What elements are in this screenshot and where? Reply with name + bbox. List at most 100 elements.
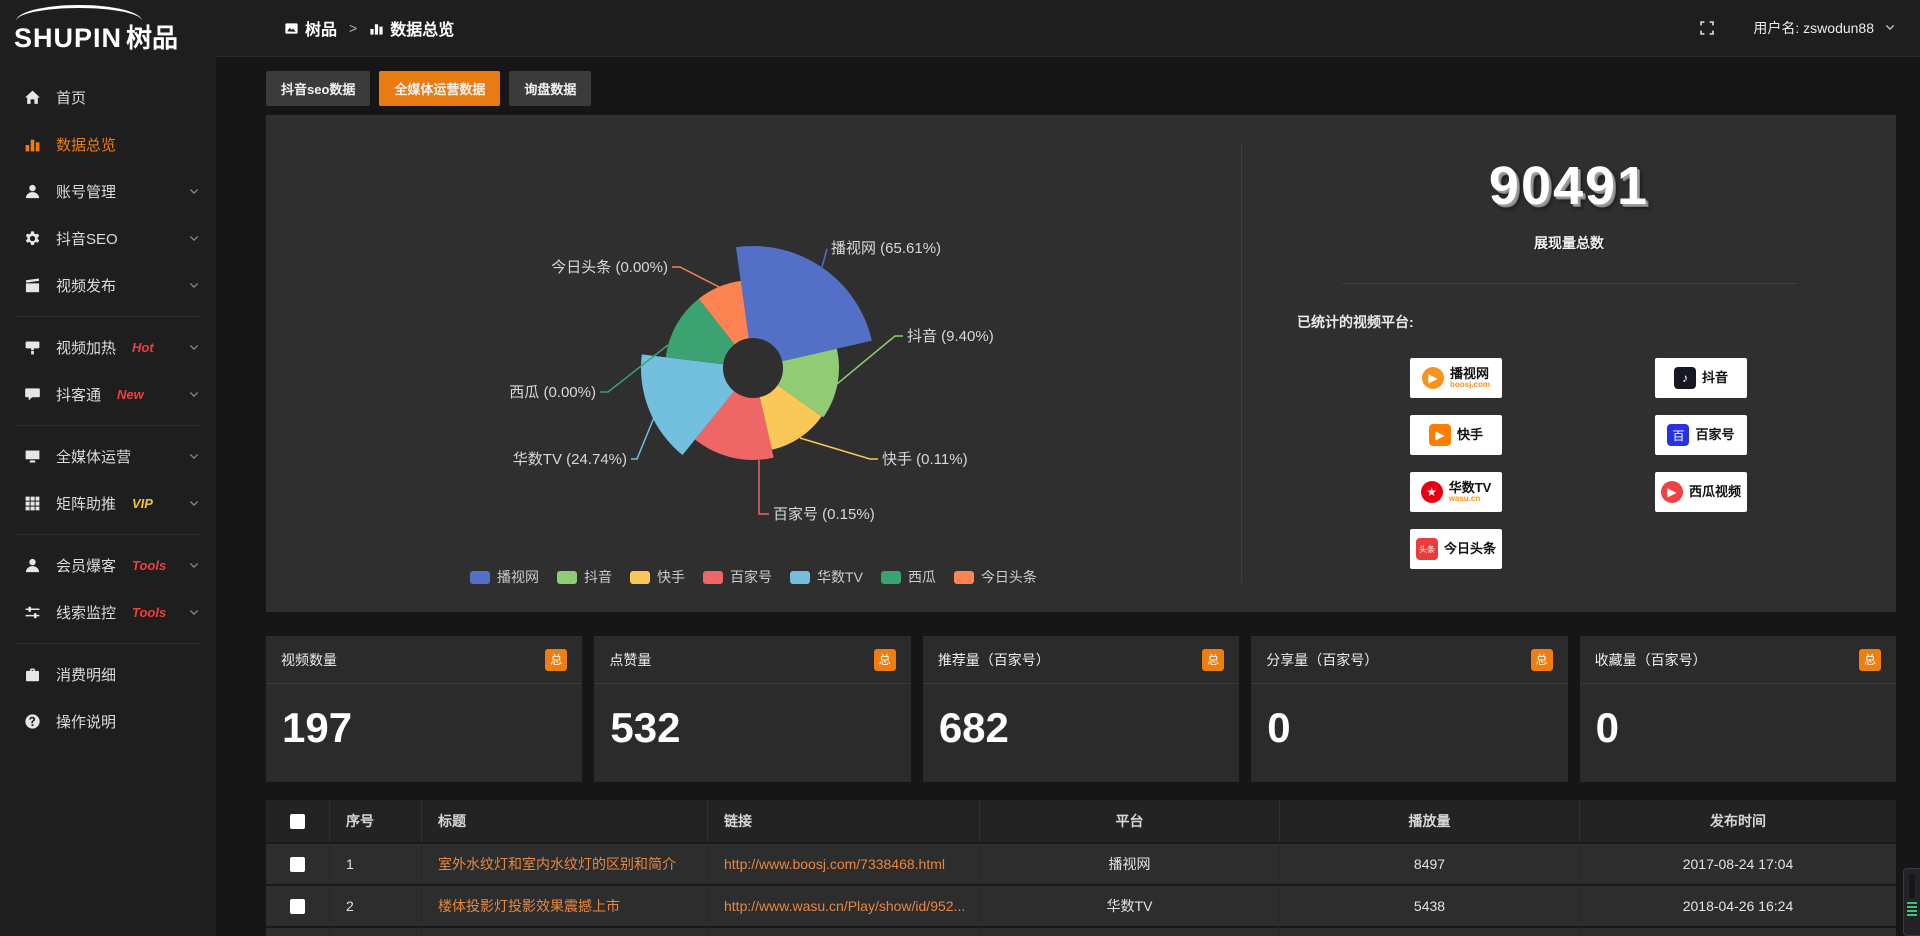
stat-card-video-count: 视频数量 总 197 — [266, 636, 583, 782]
impressions-total-value: 90491 — [1488, 156, 1650, 216]
legend-label: 抖音 — [584, 569, 613, 585]
sidebar-item-matrix-boost[interactable]: 矩阵助推 VIP — [0, 480, 216, 527]
cell-index — [330, 926, 422, 936]
logo-text-cn: 树品 — [126, 23, 179, 53]
legend-item[interactable]: 抖音 — [557, 567, 612, 587]
menu-divider — [16, 534, 200, 535]
sidebar-item-consume-detail[interactable]: 消费明细 — [0, 651, 216, 698]
kuaishou-logo-icon: ▶ — [1428, 424, 1451, 446]
tab-douyin-seo-data[interactable]: 抖音seo数据 — [266, 71, 371, 106]
pie-slice-1[interactable] — [777, 348, 839, 418]
platform-badge-douyin: ♪ 抖音 — [1655, 358, 1747, 398]
sidebar-item-operation-guide[interactable]: 操作说明 — [0, 698, 216, 745]
row-checkbox[interactable] — [290, 857, 305, 873]
pie-slice-6[interactable] — [698, 280, 749, 345]
pie-slice-2[interactable] — [759, 385, 822, 450]
sidebar-item-label: 抖音SEO — [56, 231, 118, 248]
sidebar-item-video-heat[interactable]: 视频加热 Hot — [0, 324, 216, 371]
pie-slice-5[interactable] — [665, 298, 735, 365]
legend-chip — [880, 570, 901, 584]
legend-item[interactable]: 今日头条 — [953, 567, 1037, 587]
legend-item[interactable]: 播视网 — [470, 567, 539, 587]
sidebar-item-douyin-seo[interactable]: 抖音SEO — [0, 215, 216, 262]
sidebar-item-label: 抖客通 — [56, 387, 102, 404]
grid-icon — [25, 496, 40, 511]
sidebar-item-member-baoke[interactable]: 会员爆客 Tools — [0, 542, 216, 589]
cell-time: 2017-08-24 17:04 — [1580, 842, 1896, 884]
select-all-checkbox[interactable] — [290, 814, 305, 830]
select-all-header — [266, 800, 330, 842]
video-title-link[interactable]: 楼体投影灯投影效果震撼上市 — [438, 898, 620, 914]
cell-index: 2 — [330, 884, 422, 926]
legend-item[interactable]: 快手 — [630, 567, 685, 587]
stat-card-title: 点赞量 — [609, 651, 652, 668]
sidebar-item-home[interactable]: 首页 — [0, 74, 216, 121]
legend-item[interactable]: 华数TV — [790, 567, 863, 587]
video-title-link[interactable]: 室外水纹灯和室内水纹灯的区别和简介 — [438, 856, 676, 872]
username-label[interactable]: 用户名: zswodun88 — [1753, 20, 1874, 36]
sidebar-item-label: 首页 — [56, 90, 87, 107]
platform-sub: wasu.cn — [1448, 493, 1481, 503]
cell-views — [1280, 926, 1580, 936]
pie-slice-3[interactable] — [695, 391, 774, 460]
breadcrumb-item-shupin[interactable]: 树品 — [284, 16, 337, 40]
legend-item[interactable]: 百家号 — [703, 567, 772, 587]
cell-platform: 播视网 — [980, 842, 1280, 884]
pie-slice-0[interactable] — [736, 246, 872, 362]
stat-card-value: 532 — [610, 704, 681, 751]
chevron-down-icon — [189, 453, 199, 459]
widget-stripe — [1907, 902, 1917, 904]
platform-share-chart: 播视网 (65.61%) 抖音 (9.40%) 快手 (0.11%) 百家号 (0.1… — [266, 115, 1241, 612]
tab-omni-media-data[interactable]: 全媒体运营数据 — [379, 71, 501, 106]
legend-chip — [703, 570, 724, 584]
fullscreen-icon[interactable] — [1699, 20, 1715, 36]
sidebar-item-account-management[interactable]: 账号管理 — [0, 168, 216, 215]
wallet-icon — [26, 668, 39, 682]
legend-item[interactable]: 西瓜 — [880, 567, 936, 587]
sidebar-item-data-overview[interactable]: 数据总览 — [0, 121, 216, 168]
sidebar-item-clue-monitor[interactable]: 线索监控 Tools — [0, 589, 216, 636]
brand-logo[interactable]: SHUPIN 树品 — [0, 0, 216, 58]
video-url-link[interactable]: http://www.boosj.com/7338468.html — [724, 856, 946, 872]
cell-time: 2018-04-26 16:24 — [1580, 884, 1896, 926]
pie-label: 西瓜 (0.00%) — [509, 384, 596, 401]
floating-side-widget[interactable] — [1903, 868, 1920, 936]
platform-badge-xigua: ▶ 西瓜视频 — [1655, 472, 1747, 512]
chevron-down-icon — [189, 391, 199, 397]
breadcrumb-item-data-overview[interactable]: 数据总览 — [369, 16, 454, 40]
app-icon — [285, 22, 298, 34]
gear-icon — [25, 231, 40, 245]
wasu-logo-icon: ★ — [1420, 481, 1443, 503]
sidebar-item-omni-media[interactable]: 全媒体运营 — [0, 433, 216, 480]
stat-card-like-count: 点赞量 总 532 — [594, 636, 911, 782]
sidebar-item-douketong[interactable]: 抖客通 New — [0, 371, 216, 418]
pie-label-line — [672, 266, 720, 288]
sidebar-item-label: 全媒体运营 — [56, 449, 132, 466]
sidebar-item-video-publish[interactable]: 视频发布 — [0, 262, 216, 309]
tab-inquiry-data[interactable]: 询盘数据 — [509, 71, 592, 106]
pie-slice-4[interactable] — [640, 354, 735, 455]
cell-time — [1580, 926, 1896, 936]
chevron-down-icon[interactable] — [1884, 22, 1896, 34]
cell-platform — [980, 926, 1280, 936]
stat-card-value: 0 — [1595, 704, 1619, 751]
legend-label: 西瓜 — [907, 569, 936, 585]
stat-card-value: 0 — [1267, 704, 1291, 751]
row-checkbox[interactable] — [290, 899, 305, 915]
legend-label: 今日头条 — [980, 569, 1037, 585]
legend-label: 快手 — [657, 569, 686, 585]
chevron-down-icon — [189, 500, 199, 506]
question-icon — [25, 714, 40, 729]
sidebar-item-label: 消费明细 — [56, 667, 117, 684]
boosj-logo-icon: ▶ — [1421, 367, 1444, 389]
heater-icon — [25, 341, 40, 355]
column-header: 序号 — [330, 800, 422, 842]
column-header: 发布时间 — [1580, 800, 1896, 842]
stat-card-header: 推荐量（百家号） 总 — [922, 636, 1240, 684]
videos-table-wrap: 序号 标题 链接 平台 播放量 发布时间 1 室外水纹灯和室内水纹灯的区别和简介 http:/… — [266, 800, 1896, 936]
video-url-link[interactable]: http://www.wasu.cn/Play/show/id/952... — [724, 898, 966, 914]
menu-divider — [16, 425, 200, 426]
stat-cards-row: 视频数量总 197 点赞量总 532 推荐量（百家号）总 682 分享量（百家号）总 0 收藏量… — [266, 636, 1897, 782]
bar-chart-icon — [25, 139, 40, 152]
toutiao-logo-icon: 头条 — [1415, 538, 1438, 560]
